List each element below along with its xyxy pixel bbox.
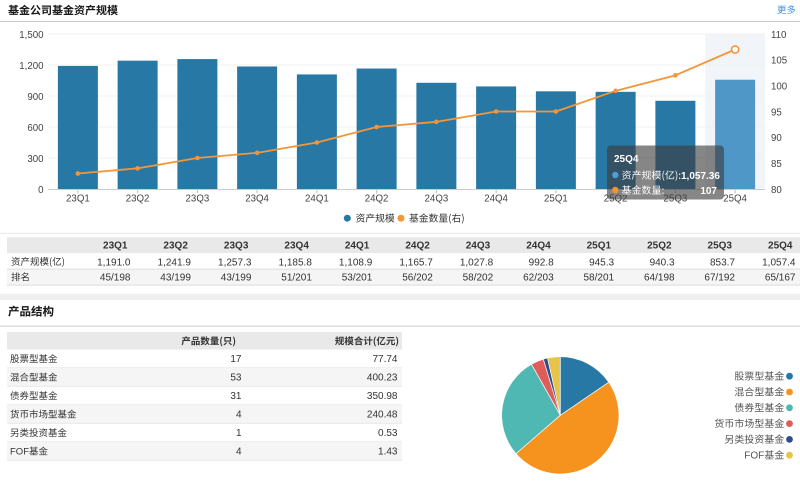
svg-text:1,165.7: 1,165.7 [399,257,433,268]
svg-text:25Q1: 25Q1 [587,240,612,251]
svg-text:51/201: 51/201 [281,272,312,283]
svg-text:940.3: 940.3 [650,257,675,268]
svg-text:23Q3: 23Q3 [224,240,249,251]
svg-text:23Q3: 23Q3 [186,193,210,204]
svg-text:24Q1: 24Q1 [345,240,370,251]
svg-text:17: 17 [230,354,242,365]
svg-text:FOF: FOF [10,447,29,458]
svg-text:23Q2: 23Q2 [126,193,150,204]
svg-text:350.98: 350.98 [367,391,398,402]
svg-text:24Q4: 24Q4 [484,193,508,204]
svg-text:58/201: 58/201 [584,272,615,283]
svg-text:FOF: FOF [744,451,764,462]
svg-text:53/201: 53/201 [342,272,373,283]
svg-text:1,108.9: 1,108.9 [339,257,373,268]
svg-text:400.23: 400.23 [367,373,398,384]
svg-text:24Q2: 24Q2 [405,240,430,251]
svg-text:23Q1: 23Q1 [66,193,90,204]
svg-text:64/198: 64/198 [644,272,675,283]
svg-text:90: 90 [771,133,782,144]
svg-text:105: 105 [771,56,787,67]
svg-text:25Q1: 25Q1 [544,193,568,204]
svg-text:58/202: 58/202 [463,272,494,283]
svg-text:1,057.4: 1,057.4 [762,257,796,268]
svg-text:853.7: 853.7 [710,257,735,268]
svg-text:43/199: 43/199 [221,272,252,283]
svg-text:53: 53 [230,373,242,384]
svg-text:1.43: 1.43 [378,447,398,458]
svg-text:1: 1 [236,428,242,439]
svg-text:1,257.3: 1,257.3 [218,257,252,268]
svg-text:100: 100 [771,82,788,93]
svg-text:85: 85 [771,159,782,170]
svg-text:4: 4 [236,447,242,458]
svg-text:24Q3: 24Q3 [425,193,449,204]
svg-text:0: 0 [38,185,44,196]
svg-text:1,191.0: 1,191.0 [97,257,131,268]
svg-text:23Q2: 23Q2 [163,240,188,251]
svg-text:25Q3: 25Q3 [708,240,733,251]
svg-text:95: 95 [771,107,782,118]
svg-text:24Q2: 24Q2 [365,193,389,204]
svg-text:67/192: 67/192 [704,272,735,283]
svg-text:25Q4: 25Q4 [614,154,639,165]
svg-text:23Q1: 23Q1 [103,240,128,251]
svg-text:25Q2: 25Q2 [647,240,672,251]
svg-text:25Q4: 25Q4 [723,193,747,204]
svg-text:24Q3: 24Q3 [466,240,491,251]
svg-text:1,185.8: 1,185.8 [279,257,313,268]
svg-text:1,027.8: 1,027.8 [460,257,494,268]
svg-text:1,057.36: 1,057.36 [681,171,720,182]
svg-text:0.53: 0.53 [378,428,398,439]
svg-text:24Q4: 24Q4 [526,240,551,251]
svg-text:62/203: 62/203 [523,272,554,283]
svg-text:300: 300 [27,154,44,165]
svg-text:24Q1: 24Q1 [305,193,329,204]
svg-text:65/167: 65/167 [765,272,796,283]
svg-text:992.8: 992.8 [529,257,554,268]
svg-text:56/202: 56/202 [402,272,433,283]
svg-text:80: 80 [771,185,782,196]
svg-text:43/199: 43/199 [160,272,191,283]
svg-text:945.3: 945.3 [589,257,614,268]
svg-text:23Q4: 23Q4 [284,240,309,251]
svg-text:23Q4: 23Q4 [245,193,269,204]
svg-text:25Q4: 25Q4 [768,240,793,251]
svg-text:31: 31 [230,391,242,402]
svg-text:110: 110 [771,30,787,41]
svg-text:45/198: 45/198 [100,272,131,283]
svg-text:900: 900 [27,92,44,103]
svg-text:1,241.9: 1,241.9 [158,257,192,268]
svg-text:600: 600 [27,123,44,134]
svg-text:107: 107 [700,186,717,197]
svg-text:4: 4 [236,410,242,421]
svg-text:240.48: 240.48 [367,410,398,421]
svg-text:77.74: 77.74 [372,354,397,365]
svg-text:1,500: 1,500 [19,30,44,41]
svg-text:1,200: 1,200 [19,61,44,72]
